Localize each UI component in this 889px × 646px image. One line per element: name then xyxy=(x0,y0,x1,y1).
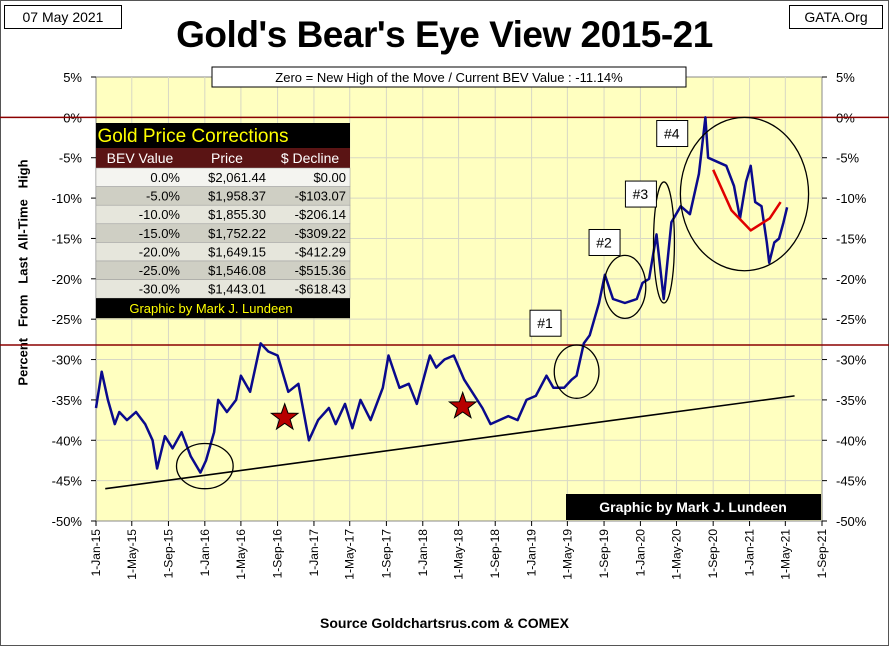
y-tick-label-right: -35% xyxy=(836,393,867,408)
table-cell: -10.0% xyxy=(139,207,181,222)
red-arc xyxy=(712,169,782,232)
highlight-circle xyxy=(679,116,810,272)
highlight-circle xyxy=(652,181,676,304)
table-footer: Graphic by Mark J. Lundeen xyxy=(129,301,292,316)
x-tick-label: 1-May-20 xyxy=(670,529,684,580)
y-tick-label-left: -35% xyxy=(52,393,83,408)
y-tick-label-right: -50% xyxy=(836,514,867,529)
date-label: 07 May 2021 xyxy=(4,5,122,29)
table-cell: $1,958.37 xyxy=(208,189,266,204)
highlight-circle xyxy=(175,442,234,490)
table-cell: $1,443.01 xyxy=(208,282,266,297)
x-tick-label: 1-May-18 xyxy=(452,529,466,580)
y-tick-label-left: -20% xyxy=(52,272,83,287)
x-tick-label: 1-Sep-21 xyxy=(815,529,829,579)
number-label: #3 xyxy=(633,186,649,202)
x-tick-label: 1-May-15 xyxy=(125,529,139,580)
x-tick-label: 1-Sep-17 xyxy=(379,529,393,579)
table-cell: -$618.43 xyxy=(295,282,346,297)
x-tick-label: 1-May-17 xyxy=(343,529,357,580)
table-cell: -30.0% xyxy=(139,282,181,297)
x-tick-label: 1-May-21 xyxy=(778,529,792,580)
number-label: #2 xyxy=(596,234,612,250)
x-tick-label: 1-Sep-16 xyxy=(271,529,285,579)
table-cell: -25.0% xyxy=(139,263,181,278)
table-cell: $1,855.30 xyxy=(208,207,266,222)
y-tick-label-right: -10% xyxy=(836,191,867,206)
table-cell: -$515.36 xyxy=(295,263,346,278)
table-cell: -5.0% xyxy=(146,189,180,204)
x-tick-label: 1-Jan-19 xyxy=(525,529,539,577)
x-tick-label: 1-Jan-21 xyxy=(743,529,757,577)
chart-title: Gold's Bear's Eye View 2015-21 xyxy=(176,14,713,55)
highlight-circle xyxy=(603,254,647,320)
x-tick-label: 1-May-19 xyxy=(560,529,574,580)
number-label-box xyxy=(588,228,621,256)
source-tag: GATA.Org xyxy=(789,5,883,29)
table-cell: $2,061.44 xyxy=(208,170,266,185)
watermark-text: Graphic by Mark J. Lundeen xyxy=(599,499,787,515)
x-tick-label: 1-Jan-18 xyxy=(416,529,430,577)
table-cell: -$206.14 xyxy=(295,207,346,222)
star-marker xyxy=(447,390,478,419)
table-footer-bg xyxy=(96,298,350,319)
star-marker xyxy=(269,402,300,431)
subtitle-box xyxy=(211,66,687,88)
y-tick-label-left: -45% xyxy=(52,474,83,489)
table-cell: -$309.22 xyxy=(295,226,346,241)
y-tick-label-left: -10% xyxy=(52,191,83,206)
table-cell: $1,649.15 xyxy=(208,244,266,259)
y-tick-label-right: -30% xyxy=(836,353,867,368)
y-tick-label-right: -15% xyxy=(836,231,867,246)
number-label: #4 xyxy=(664,126,680,142)
x-tick-label: 1-Jan-16 xyxy=(198,529,212,577)
table-header-cell: $ Decline xyxy=(281,150,340,166)
y-tick-label-right: -5% xyxy=(836,151,860,166)
highlight-circle xyxy=(553,344,600,399)
table-cell: $1,546.08 xyxy=(208,263,266,278)
y-tick-label-left: -40% xyxy=(52,433,83,448)
x-tick-label: 1-Sep-15 xyxy=(161,529,175,579)
x-axis-label: Source Goldchartsrus.com & COMEX xyxy=(320,615,569,631)
table-cell: -$412.29 xyxy=(295,244,346,259)
table-cell: 0.0% xyxy=(150,170,180,185)
table-header-bg xyxy=(96,148,350,168)
watermark-box xyxy=(566,494,821,520)
number-label-box xyxy=(624,180,657,208)
x-tick-label: 1-Sep-19 xyxy=(597,529,611,579)
y-tick-label-left: -25% xyxy=(52,312,83,327)
table-cell: $1,752.22 xyxy=(208,226,266,241)
x-tick-label: 1-Sep-18 xyxy=(488,529,502,579)
y-tick-label-right: -25% xyxy=(836,312,867,327)
table-title-bg xyxy=(96,123,350,148)
y-tick-label-right: -45% xyxy=(836,474,867,489)
gold-bev-line xyxy=(94,116,789,474)
x-tick-label: 1-Jan-15 xyxy=(89,529,103,577)
y-tick-label-left: -50% xyxy=(52,514,83,529)
x-tick-label: 1-Sep-20 xyxy=(706,529,720,579)
table-cell: -20.0% xyxy=(139,244,181,259)
x-tick-label: 1-Jan-20 xyxy=(633,529,647,577)
number-label-box xyxy=(656,120,689,148)
y-tick-label-left: -5% xyxy=(59,151,83,166)
y-tick-label-right: -20% xyxy=(836,272,867,287)
y-tick-label-right: 5% xyxy=(836,70,855,85)
table-cell: -$103.07 xyxy=(295,189,346,204)
chart-subtitle: Zero = New High of the Move / Current BE… xyxy=(275,70,623,85)
table-header-cell: Price xyxy=(211,150,243,166)
table-cell: $0.00 xyxy=(313,170,346,185)
table-cell: -15.0% xyxy=(139,226,181,241)
trendline xyxy=(105,395,795,490)
y-tick-label-left: -15% xyxy=(52,231,83,246)
x-tick-label: 1-May-16 xyxy=(234,529,248,580)
y-tick-label-right: -40% xyxy=(836,433,867,448)
number-label-box xyxy=(529,309,562,337)
y-tick-label-left: -30% xyxy=(52,353,83,368)
x-tick-label: 1-Jan-17 xyxy=(307,529,321,577)
number-label: #1 xyxy=(537,315,553,331)
y-tick-label-left: 5% xyxy=(63,70,82,85)
table-header-cell: BEV Value xyxy=(107,150,174,166)
table-title: Gold Price Corrections xyxy=(97,126,288,147)
